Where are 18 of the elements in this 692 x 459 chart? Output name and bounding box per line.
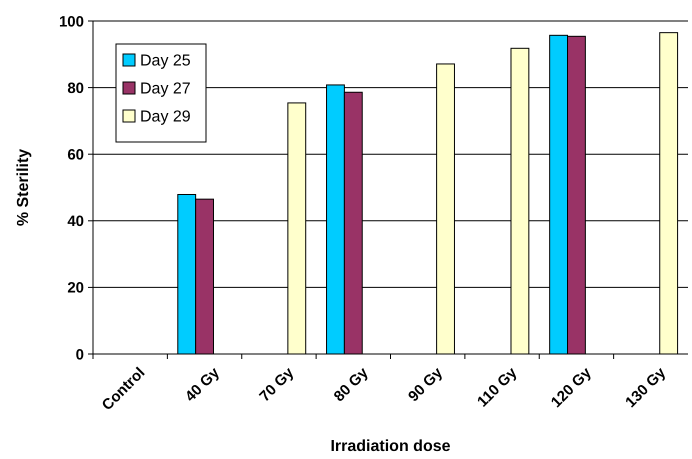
y-tick-label: 20: [67, 280, 84, 297]
x-tick-label: 130 Gy: [622, 364, 670, 412]
x-axis-title: Irradiation dose: [330, 438, 451, 455]
x-tick-label: 80 Gy: [330, 364, 372, 406]
x-tick-label: 110 Gy: [474, 364, 521, 410]
x-tick-label: 120 Gy: [548, 364, 596, 412]
legend-label: Day 27: [140, 80, 191, 98]
y-tick-label: 80: [67, 80, 84, 97]
y-axis-title: % Sterility: [15, 148, 32, 226]
x-tick-label: 40 Gy: [182, 364, 224, 406]
y-tick-label: 0: [76, 346, 84, 364]
legend-label: Day 25: [140, 52, 191, 70]
y-tick-label: 60: [67, 146, 84, 164]
y-tick-label: 100: [58, 13, 84, 30]
y-tick-label: 40: [67, 213, 84, 230]
legend-label: Day 29: [140, 108, 191, 126]
x-tick-label: 70 Gy: [256, 364, 298, 406]
x-tick-label: 90 Gy: [405, 364, 446, 406]
